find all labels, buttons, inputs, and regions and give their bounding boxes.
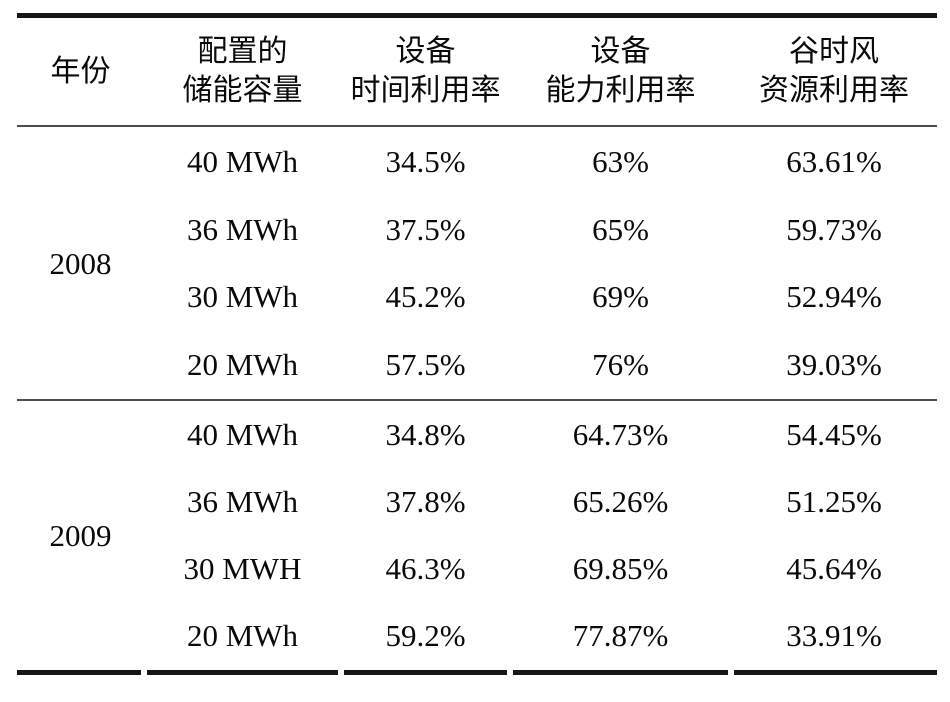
cell-capability-utilization: 76%: [592, 347, 649, 383]
table-row: 20 MWh 57.5% 76% 39.03%: [144, 331, 937, 399]
year-label: 2009: [49, 517, 112, 553]
cell-valley-wind-utilization: 33.91%: [786, 618, 882, 654]
table-bottom-rule-segment: [344, 670, 507, 675]
column-header-line: 时间利用率: [350, 74, 501, 107]
column-header-line: 能力利用率: [545, 74, 696, 107]
cell-capability-utilization: 65%: [592, 211, 649, 247]
cell-capacity: 30 MWH: [183, 551, 302, 587]
cell-time-utilization: 37.5%: [385, 211, 466, 247]
column-header-valley-wind-utilization: 谷时风 资源利用率: [731, 17, 937, 125]
cell-time-utilization: 46.3%: [385, 551, 466, 587]
cell-capacity: 36 MWh: [186, 211, 299, 247]
column-header-capability-utilization: 设备 能力利用率: [510, 17, 731, 125]
table-group-separator-rule: [17, 399, 937, 401]
table-bottom-rule-segment: [734, 670, 937, 675]
table-row: 30 MWH 46.3% 69.85% 45.64%: [144, 536, 937, 603]
year-label: 2008: [49, 245, 112, 281]
year-group-rows: 40 MWh 34.5% 63% 63.61% 36 MWh 37.5% 65%…: [144, 128, 937, 399]
table-top-rule: [17, 13, 937, 18]
cell-capability-utilization: 64.73%: [572, 416, 669, 452]
cell-capability-utilization: 69.85%: [572, 551, 669, 587]
table-row: 40 MWh 34.5% 63% 63.61%: [144, 128, 937, 196]
table-row: 36 MWh 37.8% 65.26% 51.25%: [144, 468, 937, 535]
cell-time-utilization: 37.8%: [385, 483, 466, 519]
table-row: 30 MWh 45.2% 69% 52.94%: [144, 264, 937, 332]
table-row: 36 MWh 37.5% 65% 59.73%: [144, 196, 937, 264]
column-header-line: 设备: [395, 35, 456, 68]
table-bottom-rule-segment: [513, 670, 728, 675]
cell-capability-utilization: 69%: [592, 279, 649, 315]
cell-capacity: 20 MWh: [186, 347, 299, 383]
cell-time-utilization: 45.2%: [385, 279, 466, 315]
cell-time-utilization: 59.2%: [385, 618, 466, 654]
column-header-line: 配置的: [197, 35, 288, 68]
column-header-line: 设备: [590, 35, 651, 68]
table-row: 40 MWh 34.8% 64.73% 54.45%: [144, 401, 937, 468]
cell-capacity: 40 MWh: [186, 416, 299, 452]
column-header-time-utilization: 设备 时间利用率: [341, 17, 510, 125]
table-header-row: 年份 配置的 储能容量 设备 时间利用率 设备 能力利用率 谷时风 资源利用率: [17, 17, 937, 125]
column-header-line: 谷时风: [789, 35, 879, 68]
cell-capacity: 30 MWh: [186, 279, 299, 315]
cell-time-utilization: 34.8%: [385, 416, 466, 452]
cell-capability-utilization: 65.26%: [572, 483, 669, 519]
year-group-rows: 40 MWh 34.8% 64.73% 54.45% 36 MWh 37.8% …: [144, 401, 937, 670]
column-header-line: 年份: [50, 54, 111, 88]
table-header-rule: [17, 125, 937, 127]
cell-valley-wind-utilization: 51.25%: [786, 483, 882, 519]
cell-valley-wind-utilization: 54.45%: [786, 416, 882, 452]
year-group-2009: 2009 40 MWh 34.8% 64.73% 54.45% 36 MWh 3…: [17, 401, 937, 670]
cell-capability-utilization: 63%: [592, 143, 649, 179]
column-header-line: 资源利用率: [759, 74, 909, 107]
cell-capacity: 20 MWh: [186, 618, 299, 654]
column-header-year: 年份: [17, 17, 144, 125]
table-bottom-rule-segment: [17, 670, 141, 675]
cell-valley-wind-utilization: 45.64%: [786, 551, 882, 587]
table-row: 20 MWh 59.2% 77.87% 33.91%: [144, 603, 937, 670]
cell-valley-wind-utilization: 59.73%: [786, 211, 882, 247]
table-bottom-rule-segment: [147, 670, 338, 675]
cell-valley-wind-utilization: 39.03%: [786, 347, 882, 383]
cell-time-utilization: 57.5%: [385, 347, 466, 383]
cell-time-utilization: 34.5%: [385, 143, 466, 179]
cell-capacity: 36 MWh: [186, 483, 299, 519]
column-header-line: 储能容量: [182, 74, 303, 107]
cell-valley-wind-utilization: 63.61%: [786, 143, 882, 179]
cell-valley-wind-utilization: 52.94%: [786, 279, 882, 315]
column-header-storage-capacity: 配置的 储能容量: [144, 17, 341, 125]
cell-capacity: 40 MWh: [186, 143, 299, 179]
cell-capability-utilization: 77.87%: [572, 618, 669, 654]
year-group-2008: 2008 40 MWh 34.5% 63% 63.61% 36 MWh 37.5…: [17, 128, 937, 399]
